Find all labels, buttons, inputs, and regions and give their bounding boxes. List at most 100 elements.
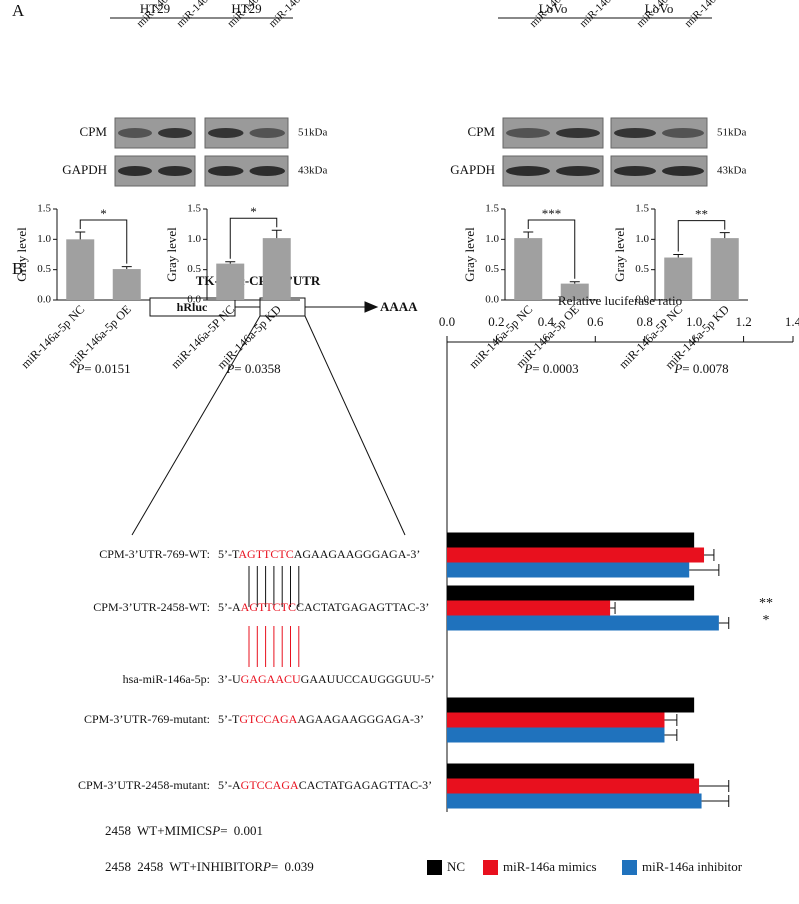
- bar: [514, 238, 543, 300]
- footnote-part: 2458 2458 WT+INHIBITOR: [105, 859, 263, 874]
- sequence-part: 5’-A: [218, 778, 241, 792]
- bar: [447, 727, 665, 743]
- bar: [262, 238, 291, 300]
- error-bar: [664, 714, 678, 726]
- blot-size-label: 51kDa: [298, 127, 327, 139]
- bar: [447, 585, 695, 601]
- error-bar: [610, 602, 616, 614]
- y-tick-label: 0.0: [485, 294, 499, 306]
- blot-size-label: 51kDa: [717, 127, 746, 139]
- error-bar: [718, 617, 730, 629]
- x-axis-label: Relative luciferase ratio: [558, 293, 682, 308]
- error-bar: [673, 254, 684, 258]
- y-tick-label: 1.0: [187, 233, 201, 245]
- mirna-label-part: hsa-miR-146a-5p:: [123, 672, 210, 686]
- footnote: 2458 2458 WT+INHIBITORP= 0.039: [105, 859, 314, 874]
- base-pairing: [248, 566, 300, 667]
- significance-label: *: [763, 613, 770, 628]
- blot-size-label: 43kDa: [717, 165, 746, 177]
- p-value-part: = 0.0151: [84, 361, 130, 376]
- mirna-sequence: 3’-UGAGAACUGAAUUCCAUGGGUU-5’: [218, 672, 435, 686]
- cell-line-label: LoVo: [645, 1, 674, 16]
- blot-band: [249, 166, 285, 176]
- construct-label: CPM-3’UTR-2458-mutant:: [78, 778, 210, 792]
- p-value-part: P: [75, 361, 84, 376]
- blot-band: [208, 128, 244, 138]
- bar: [447, 615, 719, 631]
- legend-swatch: [622, 860, 637, 875]
- significance-label: **: [695, 207, 708, 222]
- y-tick-label: 0.5: [485, 263, 499, 275]
- significance-label: ***: [542, 206, 562, 221]
- x-tick-label: 0.4: [538, 314, 555, 329]
- y-axis-label: Gray level: [14, 227, 29, 282]
- error-bar: [75, 231, 86, 240]
- lane-label: miR-146a-5p OE: [174, 0, 236, 30]
- significance-bracket: [79, 219, 128, 264]
- bar: [447, 600, 611, 616]
- lane-label: miR-146a-5p OE: [577, 0, 639, 30]
- p-value: P= 0.0151: [75, 361, 130, 376]
- blot-band: [249, 128, 285, 138]
- footnote-part: P: [211, 823, 220, 838]
- y-tick-label: 1.5: [485, 203, 499, 215]
- cell-line-label: HT29: [140, 1, 170, 16]
- blot-band: [118, 166, 152, 176]
- p-value-part: = 0.0078: [682, 361, 728, 376]
- error-bar: [121, 266, 132, 270]
- blot-band: [662, 128, 704, 138]
- blot-band: [118, 128, 152, 138]
- y-tick-label: 0.5: [187, 263, 201, 275]
- panel-label: A: [12, 1, 25, 20]
- sequence-part: AGTTCTC: [241, 600, 296, 614]
- error-bar: [523, 231, 534, 239]
- significance-bracket: [677, 220, 726, 252]
- construct-label: CPM-3’UTR-769-WT:: [99, 547, 210, 561]
- arrow-head: [364, 301, 379, 313]
- blot-band: [158, 128, 192, 138]
- bar: [710, 238, 739, 300]
- legend-label: miR-146a mimics: [503, 859, 597, 874]
- gene-label: hRluc: [177, 300, 208, 314]
- footnote-part: = 0.001: [220, 823, 263, 838]
- sequence-part: GTCCAGA: [241, 778, 299, 792]
- y-tick-label: 1.0: [37, 233, 51, 245]
- bar: [66, 239, 95, 300]
- blot-band: [556, 166, 600, 176]
- p-value: P= 0.0003: [523, 361, 578, 376]
- legend-swatch: [483, 860, 498, 875]
- bar: [112, 269, 141, 300]
- x-tick-label: 0.6: [587, 314, 604, 329]
- bar: [447, 532, 695, 548]
- zoom-line: [131, 315, 261, 536]
- bar: [447, 562, 690, 578]
- bar: [447, 697, 695, 713]
- legend-swatch: [427, 860, 442, 875]
- sequence-part: 5’-A: [218, 600, 241, 614]
- construct-label: CPM-3’UTR-769-mutant:: [84, 712, 210, 726]
- legend-label: miR-146a inhibitor: [642, 859, 743, 874]
- bar: [447, 778, 700, 794]
- error-bar: [664, 729, 678, 741]
- sequence: 5’-TAGTTCTCAGAAGAAGGGAGA-3’: [218, 547, 420, 561]
- error-bar: [569, 281, 580, 284]
- error-bar: [271, 229, 282, 239]
- sequence: 5’-AGTCCAGACACTATGAGAGTTAC-3’: [218, 778, 432, 792]
- error-bar: [689, 564, 720, 576]
- sequence-part: GTCCAGA: [239, 712, 297, 726]
- p-value-part: P: [523, 361, 532, 376]
- construct-label: CPM-3’UTR-2458-WT:: [93, 600, 210, 614]
- y-axis-label: Gray level: [462, 227, 477, 282]
- x-tick-label: 1.2: [735, 314, 751, 329]
- cell-line-label: HT29: [231, 1, 261, 16]
- footnote-part: P: [262, 859, 271, 874]
- x-tick-label: 0.2: [488, 314, 504, 329]
- y-axis-label: Gray level: [164, 227, 179, 282]
- p-value-part: = 0.0358: [234, 361, 280, 376]
- bar: [664, 257, 693, 300]
- sequence: 5’-AAGTTCTCCACTATGAGAGTTAC-3’: [218, 600, 429, 614]
- x-tick-label: 0.8: [637, 314, 653, 329]
- error-bar: [225, 261, 236, 264]
- footnote-part: = 0.039: [271, 859, 314, 874]
